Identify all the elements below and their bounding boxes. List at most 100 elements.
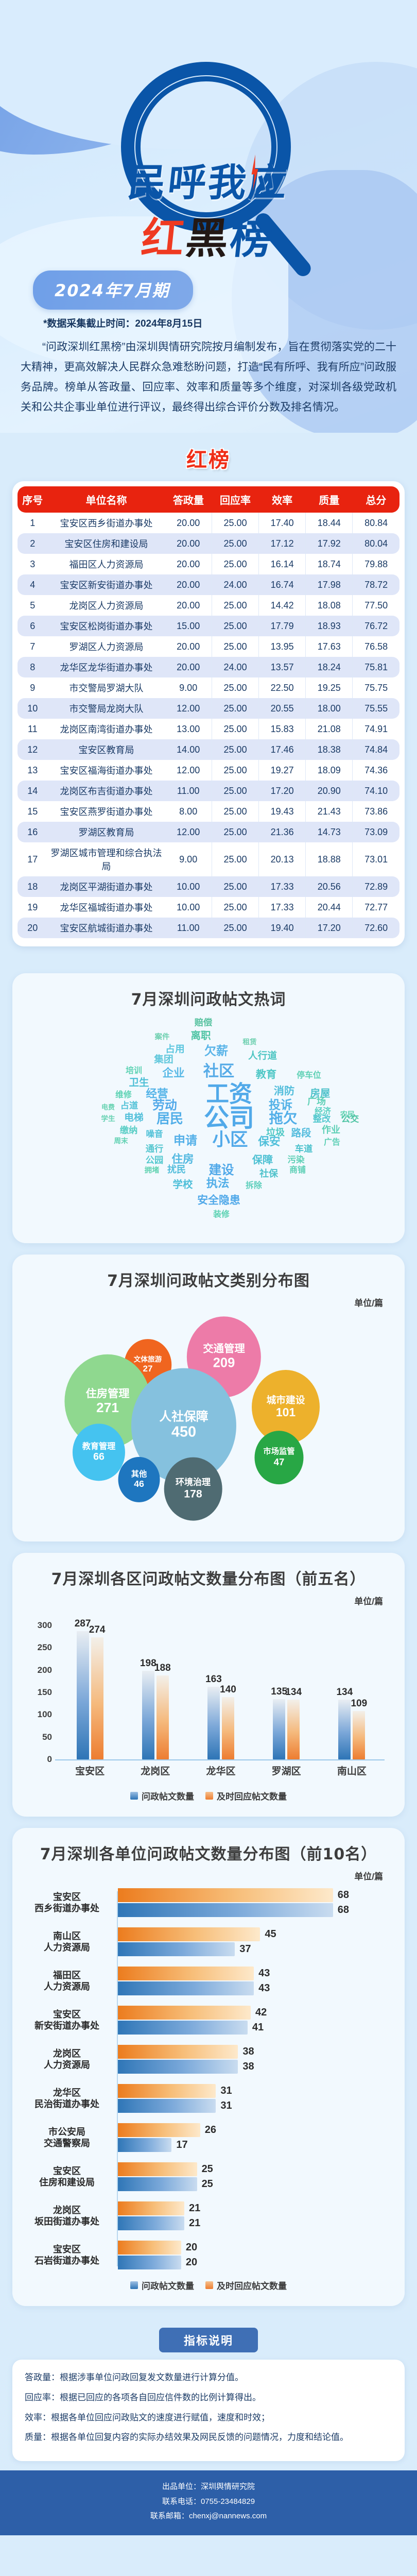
cell-5: 21.43 [306, 801, 353, 822]
cell-3: 25.00 [212, 719, 259, 739]
district-chart-unit: 单位/篇 [23, 1594, 394, 1607]
footer-phone-label: 联系电话： [162, 2497, 201, 2506]
wordcloud-word: 装修 [213, 1210, 230, 1218]
table-row: 3福田区人力资源局20.0025.0016.1418.7479.88 [18, 554, 399, 574]
bar-value-label: 21 [189, 2217, 200, 2229]
cell-5: 18.24 [306, 657, 353, 677]
wordcloud-word: 保障 [252, 1155, 273, 1165]
bubble-chart-unit: 单位/篇 [23, 1296, 394, 1309]
cell-6: 74.84 [353, 739, 399, 760]
cell-4: 17.12 [259, 533, 306, 554]
title-red-char: 红 [139, 214, 188, 263]
unit-bar-label: 龙岗区人力资源局 [23, 2048, 115, 2071]
wordcloud-word: 工资 [206, 1082, 252, 1106]
footer-phone-line: 联系电话：0755-23484829 [0, 2495, 417, 2510]
indicator-item-2: 效率：根据各单位回应问政贴文的速度进行赋值，速度和时效； [25, 2410, 392, 2426]
hero-banner: 民呼我应 红黑榜 2024年7月期 *数据采集截止时间：2024年8月15日 “… [0, 0, 417, 433]
unit-bar-row: 龙岗区坂田街道办事处2121 [23, 2200, 394, 2231]
cell-3: 25.00 [212, 801, 259, 822]
cell-4: 16.14 [259, 554, 306, 574]
cell-3: 25.00 [212, 760, 259, 781]
bar-blue: 43 [118, 1981, 394, 1995]
cell-4: 19.27 [259, 760, 306, 781]
unit-bar-label: 宝安区住房和建设局 [23, 2165, 115, 2189]
cell-0: 20 [18, 918, 48, 938]
bubble-value: 66 [93, 1451, 105, 1463]
table-row: 5龙岗区人力资源局20.0025.0014.4218.0877.50 [18, 595, 399, 616]
wordcloud-word: 申请 [173, 1135, 197, 1147]
unit-name-line2: 住房和建设局 [23, 2177, 111, 2189]
cell-0: 5 [18, 595, 48, 616]
col-header-5: 质量 [306, 486, 353, 513]
bubble-label: 人社保障 [159, 1410, 208, 1424]
unit-bar-label: 宝安区石岩街道办事处 [23, 2244, 115, 2267]
wordcloud-title: 7月深圳问政帖文热词 [23, 987, 394, 1009]
bar-value-label: 109 [351, 1698, 367, 1709]
bar-value-label: 26 [205, 2124, 216, 2136]
cell-1: 宝安区教育局 [48, 739, 165, 760]
table-row: 19龙华区福城街道办事处10.0025.0017.3320.4472.77 [18, 897, 399, 918]
table-body: 1宝安区西乡街道办事处20.0025.0017.4018.4480.842宝安区… [18, 513, 399, 938]
cell-1: 福田区人力资源局 [48, 554, 165, 574]
unit-bars: 2121 [115, 2200, 394, 2231]
wordcloud-word: 维修 [115, 1091, 132, 1099]
cell-1: 罗湖区人力资源局 [48, 636, 165, 657]
unit-bars: 4241 [115, 2005, 394, 2036]
bar-value-label: 135 [271, 1686, 287, 1698]
bar-group: 135134 [273, 1625, 300, 1759]
table-row: 20宝安区航城街道办事处11.0025.0019.4017.2072.60 [18, 918, 399, 938]
bar-blue: 134 [338, 1700, 351, 1759]
cell-2: 20.00 [165, 595, 212, 616]
bubble-label: 交通管理 [203, 1344, 245, 1355]
legend-item-orange: 及时回应帖文数量 [205, 1789, 287, 1802]
table-row: 9市交警局罗湖大队9.0025.0022.5019.2575.75 [18, 677, 399, 698]
cell-0: 15 [18, 801, 48, 822]
cell-6: 79.88 [353, 554, 399, 574]
unit-chart-unit: 单位/篇 [23, 1869, 394, 1882]
cell-5: 18.08 [306, 595, 353, 616]
wordcloud-word: 保安 [258, 1137, 280, 1148]
x-tick-label: 宝安区 [64, 1764, 116, 1777]
cell-2: 11.00 [165, 781, 212, 801]
unit-bars: 2617 [115, 2122, 394, 2153]
category-bubble-card: 7月深圳问政帖文类别分布图 单位/篇 文体旅游27交通管理209住房管理271城… [12, 1255, 405, 1541]
bar-orange: 45 [118, 1927, 394, 1941]
bubble-label: 其他 [131, 1470, 147, 1479]
cell-5: 21.08 [306, 719, 353, 739]
col-header-1: 单位名称 [48, 486, 165, 513]
bar-group: 163140 [207, 1625, 234, 1759]
cell-6: 78.72 [353, 574, 399, 595]
bar-orange: 188 [157, 1675, 169, 1759]
unit-bars: 3838 [115, 2044, 394, 2075]
wordcloud-word: 拆除 [246, 1181, 262, 1190]
indicator-item-0: 答政量：根据涉事单位问政回复发文数量进行计算分值。 [25, 2370, 392, 2385]
cell-2: 12.00 [165, 698, 212, 719]
bar-orange: 26 [118, 2123, 394, 2137]
wordcloud-word: 停车位 [297, 1071, 321, 1079]
cell-2: 20.00 [165, 513, 212, 533]
wordcloud-word: 电梯 [124, 1113, 143, 1123]
unit-bars: 2020 [115, 2240, 394, 2270]
bar-fill [118, 1888, 333, 1902]
wordcloud-word: 公司 [204, 1106, 254, 1131]
bar-value-label: 274 [89, 1624, 106, 1636]
legend-item-blue-2: 问政帖文数量 [130, 2279, 194, 2292]
cell-6: 74.91 [353, 719, 399, 739]
unit-name-line2: 民治街道办事处 [23, 2098, 111, 2110]
y-tick-label: 0 [28, 1754, 52, 1765]
footer-email-line: 联系邮箱：chenxj@nannews.com [0, 2509, 417, 2524]
cell-6: 76.58 [353, 636, 399, 657]
cell-5: 20.90 [306, 781, 353, 801]
unit-name-line2: 人力资源局 [23, 2059, 111, 2071]
cell-3: 25.00 [212, 554, 259, 574]
cell-4: 14.42 [259, 595, 306, 616]
unit-bar-row: 南山区人力资源局4537 [23, 1926, 394, 1957]
wordcloud-word: 企业 [162, 1069, 184, 1080]
cell-2: 20.00 [165, 636, 212, 657]
wordcloud-word: 通行 [146, 1145, 164, 1154]
bar-orange: 109 [353, 1711, 365, 1759]
bar-orange: 42 [118, 2006, 394, 2020]
bar-value-label: 163 [205, 1674, 222, 1685]
bar-fill [118, 2045, 238, 2059]
cell-3: 25.00 [212, 616, 259, 636]
